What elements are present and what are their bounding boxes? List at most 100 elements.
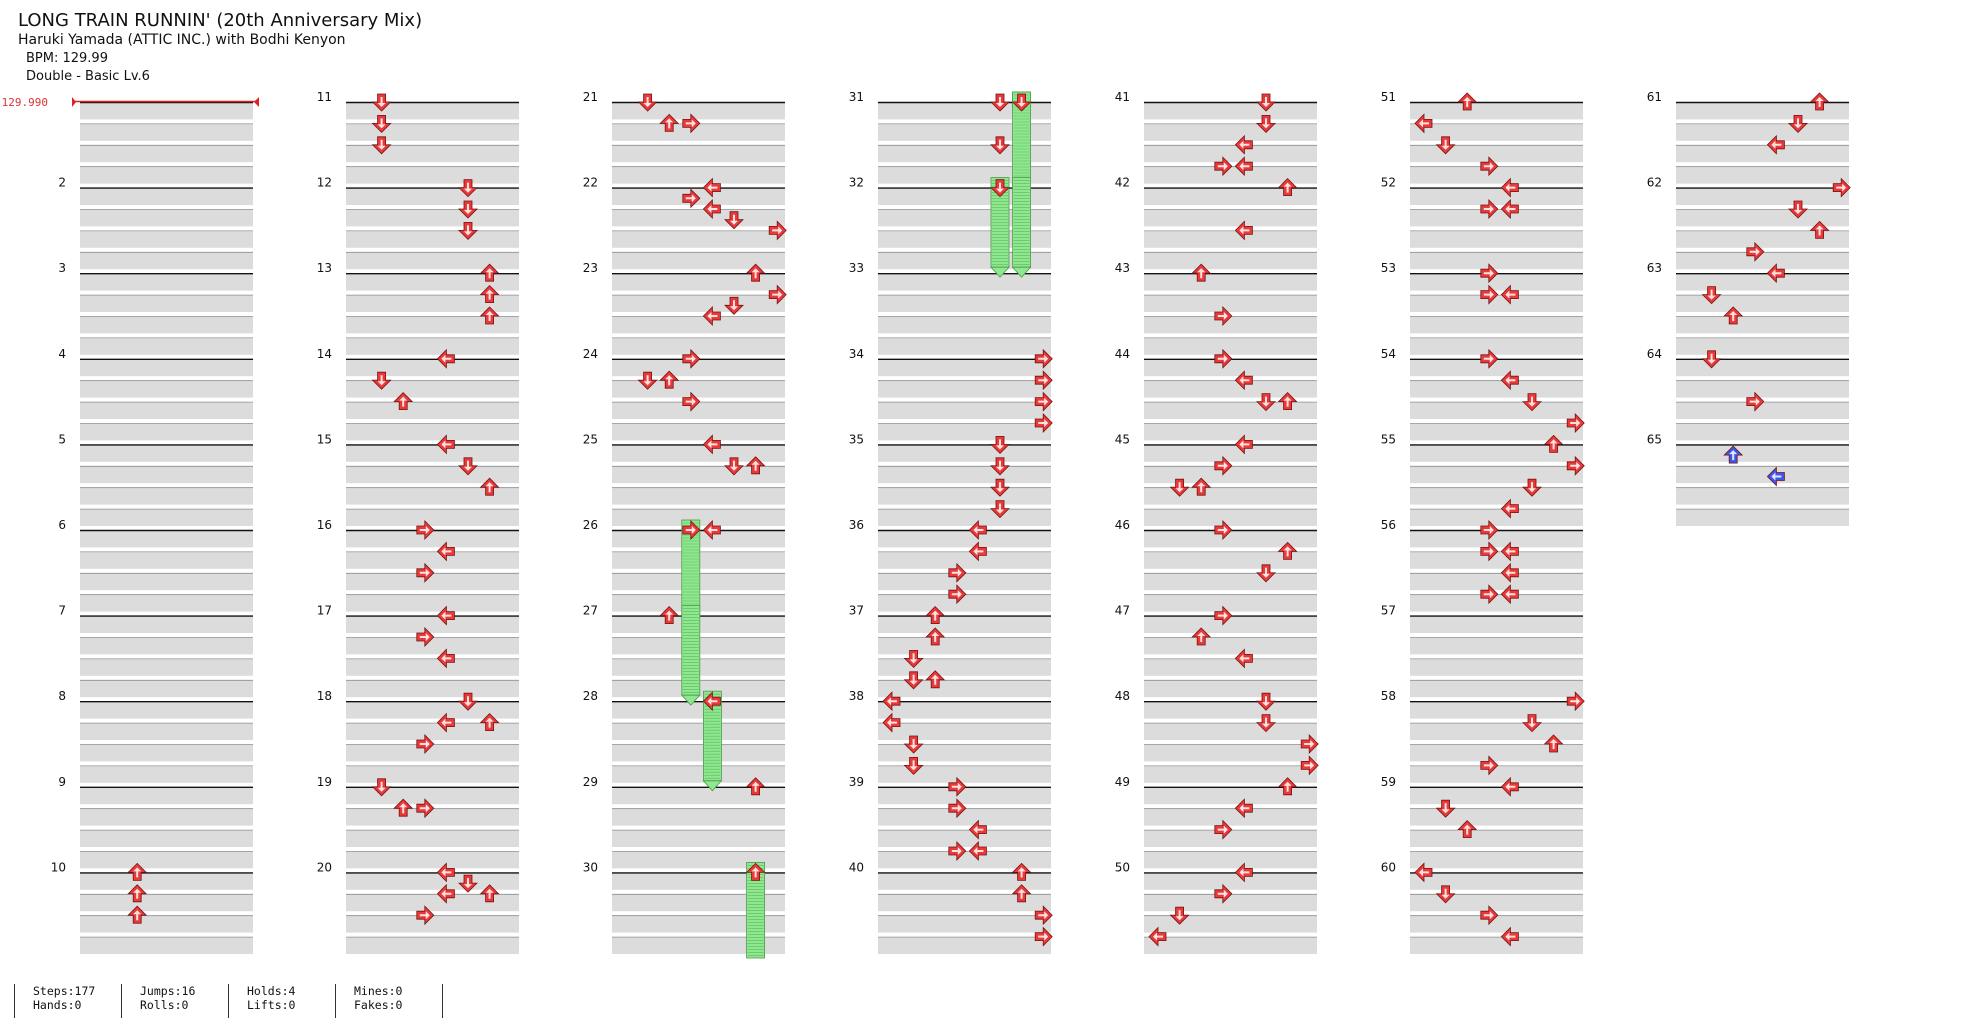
measure-16: 16 <box>317 518 519 612</box>
beat-band <box>346 659 519 676</box>
measure-number: 2 <box>58 176 66 190</box>
arrow-highlight <box>1836 183 1847 192</box>
arrow-highlight <box>1038 376 1049 385</box>
measure-number: 12 <box>317 176 332 190</box>
arrow-highlight <box>1749 247 1760 256</box>
stats-col-jumps: Jumps:16 Rolls:0 <box>121 984 195 1018</box>
measure-58: 58 <box>1381 689 1583 783</box>
arrow-right-icon <box>1480 541 1499 562</box>
arrow-right-icon <box>948 798 967 819</box>
beat-band <box>1410 210 1583 227</box>
arrow-right-icon <box>682 520 701 540</box>
arrow-highlight <box>951 782 962 791</box>
beat-band <box>1144 509 1317 526</box>
measure-number: 41 <box>1115 90 1130 104</box>
measure-number: 11 <box>317 90 332 104</box>
arrow-highlight <box>1528 396 1536 407</box>
beat-band <box>80 852 253 869</box>
beat-band <box>612 745 785 762</box>
arrow-right-icon <box>1566 691 1585 712</box>
arrow-highlight <box>1528 482 1536 493</box>
arrow-highlight <box>1505 504 1516 513</box>
measure-41: 41 <box>1115 90 1317 184</box>
beat-band <box>1676 381 1849 398</box>
beat-band <box>1410 809 1583 826</box>
arrow-down-icon <box>458 179 478 198</box>
arrow-down-icon <box>1522 478 1542 497</box>
arrow-left-icon <box>1500 284 1519 305</box>
arrow-down-icon <box>1435 136 1456 155</box>
arrow-down-icon <box>1256 393 1276 412</box>
beat-band <box>1144 466 1317 484</box>
beat-band <box>1144 638 1317 655</box>
arrow-down-icon <box>1256 714 1276 733</box>
beat-band <box>612 317 785 334</box>
beat-band <box>346 103 519 120</box>
arrow-up-icon <box>1277 392 1298 411</box>
arrow-highlight <box>1283 396 1292 407</box>
arrow-highlight <box>1217 461 1228 470</box>
arrow-right-icon <box>1034 348 1053 369</box>
arrow-up-icon <box>745 456 766 475</box>
beat-band <box>80 167 253 184</box>
arrow-up-icon <box>1191 477 1212 496</box>
beat-band <box>346 787 519 805</box>
measure-number: 45 <box>1115 432 1130 446</box>
measure-55: 55 <box>1381 432 1583 526</box>
beat-band <box>1144 359 1317 377</box>
beat-band <box>612 445 785 462</box>
arrow-highlight <box>441 354 452 363</box>
beat-band <box>80 873 253 890</box>
arrow-highlight <box>887 718 897 727</box>
beat-band <box>346 466 519 484</box>
measure-number: 54 <box>1381 347 1396 361</box>
beat-band <box>1676 188 1849 205</box>
beat-band <box>346 338 519 355</box>
arrow-highlight <box>909 653 918 664</box>
arrow-highlight <box>1483 205 1494 213</box>
arrow-highlight <box>1217 889 1228 898</box>
arrow-up-icon <box>1809 220 1830 239</box>
beat-band <box>1676 402 1849 419</box>
arrow-highlight <box>996 460 1004 471</box>
beat-band <box>1676 509 1849 526</box>
beat-band <box>346 916 519 933</box>
measure-5: 5 <box>58 432 253 526</box>
arrow-highlight <box>1217 825 1228 834</box>
measure-22: 22 <box>583 176 785 270</box>
measure-4: 4 <box>58 347 253 441</box>
arrow-left-icon <box>1234 370 1253 391</box>
arrow-highlight <box>1505 547 1516 556</box>
arrow-down-icon <box>458 200 478 219</box>
arrow-up-icon <box>393 392 414 411</box>
arrow-up-icon <box>1191 627 1212 646</box>
beat-band <box>1410 509 1583 526</box>
arrow-right-icon <box>1480 156 1499 177</box>
arrow-right-icon <box>1034 370 1053 391</box>
measure-42: 42 <box>1115 176 1317 270</box>
arrow-highlight <box>1570 419 1581 427</box>
beat-band <box>878 830 1051 847</box>
arrow-down-icon <box>1256 692 1276 711</box>
arrow-highlight <box>685 354 696 363</box>
arrow-highlight <box>399 396 408 407</box>
arrow-right-icon <box>682 113 701 134</box>
beat-band <box>1410 787 1583 805</box>
beat-band <box>612 381 785 398</box>
beat-band <box>80 338 253 355</box>
measure-9: 9 <box>58 775 253 869</box>
measure-number: 17 <box>317 604 332 618</box>
arrow-down-icon <box>724 296 744 315</box>
measure-21: 21 <box>583 90 785 184</box>
arrow-down-icon <box>903 757 924 775</box>
arrow-highlight <box>1262 97 1270 107</box>
beat-band <box>1410 873 1583 890</box>
beat-band <box>878 103 1051 120</box>
beat-band <box>878 445 1051 462</box>
arrow-left-icon <box>436 434 455 455</box>
measure-18: 18 <box>317 689 519 783</box>
arrow-up-icon <box>1723 445 1744 464</box>
measure-61: 61 <box>1647 90 1849 184</box>
beat-band <box>80 488 253 505</box>
arrow-highlight <box>441 718 452 727</box>
